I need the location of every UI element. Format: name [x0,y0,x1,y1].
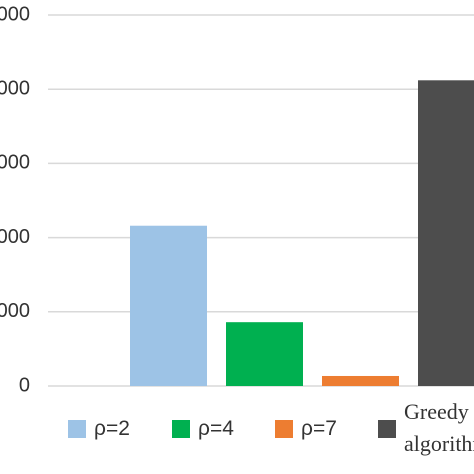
bar [226,322,303,386]
legend-label: ρ=7 [301,417,337,440]
bar [418,80,474,387]
legend-key [275,420,293,438]
legend-label: ρ=4 [198,417,234,440]
y-tick-label: 5000 [0,3,30,25]
legend-item: Greedy algorithm [378,399,474,472]
legend-item: ρ=7 [275,412,337,472]
y-tick-label: 1000 [0,300,30,322]
y-tick-label: 3000 [0,152,30,174]
legend-item: ρ=2 [68,412,130,472]
y-tick-label: 2000 [0,226,30,248]
legend-key [172,420,190,438]
bar [322,375,399,386]
legend-key [378,420,396,438]
bar [130,225,207,386]
y-tick-label: 4000 [0,77,30,99]
legend-label: ρ=2 [94,417,130,440]
legend-key [68,420,86,438]
legend-item: ρ=4 [172,412,234,472]
y-tick-label: 0 [19,374,30,396]
legend-label: Greedy algorithm [404,399,474,456]
